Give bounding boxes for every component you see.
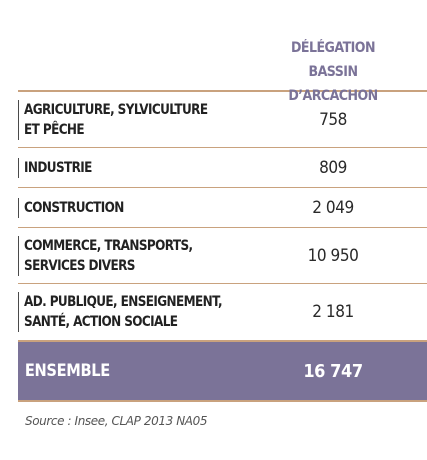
row-value: 2 049 [312, 197, 354, 218]
table-row: INDUSTRIE 809 [18, 148, 427, 188]
row-label: INDUSTRIE [18, 157, 229, 178]
table-row: CONSTRUCTION 2 049 [18, 188, 427, 228]
total-value: 16 747 [303, 360, 363, 382]
row-value: 2 181 [312, 302, 354, 322]
source-note: Source : Insee, CLAP 2013 NA05 [25, 414, 208, 428]
row-label: AGRICULTURE, SYLVICULTURE ET PÊCHE [18, 99, 229, 140]
table-row: AGRICULTURE, SYLVICULTURE ET PÊCHE 758 [18, 92, 427, 148]
row-label: AD. PUBLIQUE, ENSEIGNEMENT, SANTÉ, ACTIO… [18, 292, 229, 332]
table-header: DÉLÉGATION BASSIN D’ARCACHON [18, 34, 427, 104]
row-value: 10 950 [307, 245, 359, 266]
row-label: COMMERCE, TRANSPORTS, SERVICES DIVERS [18, 235, 229, 276]
data-table: DÉLÉGATION BASSIN D’ARCACHON AGRICULTURE… [18, 34, 427, 402]
row-value: 809 [319, 157, 347, 178]
table-row: COMMERCE, TRANSPORTS, SERVICES DIVERS 10… [18, 228, 427, 284]
table-row: AD. PUBLIQUE, ENSEIGNEMENT, SANTÉ, ACTIO… [18, 284, 427, 341]
total-label: ENSEMBLE [24, 361, 110, 381]
column-header: DÉLÉGATION BASSIN D’ARCACHON [288, 40, 378, 104]
total-row: ENSEMBLE 16 747 [18, 341, 427, 402]
row-label: CONSTRUCTION [18, 197, 229, 218]
row-value: 758 [319, 109, 347, 130]
